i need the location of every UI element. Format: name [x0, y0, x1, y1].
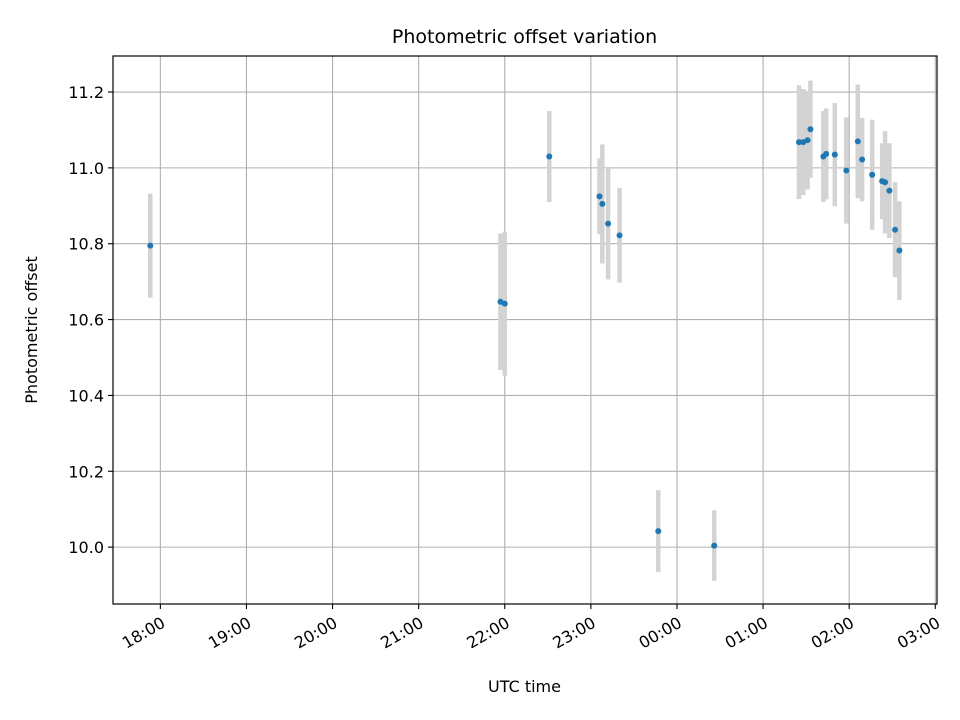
data-point: [795, 139, 802, 146]
data-point: [831, 151, 838, 158]
y-tick-label: 10.4: [68, 386, 104, 405]
data-point: [896, 247, 903, 254]
x-axis-label: UTC time: [488, 677, 561, 696]
data-point: [843, 167, 850, 174]
data-point: [869, 171, 876, 178]
data-point: [501, 300, 508, 307]
y-tick-label: 10.0: [68, 538, 104, 557]
plot-frame: [112, 55, 938, 605]
y-tick-label: 10.6: [68, 311, 104, 330]
data-point: [859, 156, 866, 163]
data-point: [711, 542, 718, 549]
y-tick-label: 10.8: [68, 235, 104, 254]
y-tick-label: 10.2: [68, 462, 104, 481]
y-axis-ticks: 10.0 10.2 10.4 10.6 10.8 11.0 11.2: [68, 83, 113, 557]
data-points: [147, 126, 903, 549]
data-point: [892, 226, 899, 233]
data-point: [605, 220, 612, 227]
data-point: [854, 138, 861, 145]
y-tick-label: 11.0: [68, 159, 104, 178]
data-point: [147, 242, 154, 249]
data-point: [886, 187, 893, 194]
data-point: [655, 528, 662, 535]
data-point: [807, 126, 814, 133]
data-point: [599, 200, 606, 207]
chart-title: Photometric offset variation: [392, 26, 657, 48]
y-tick-label: 11.2: [68, 83, 104, 102]
data-point: [823, 150, 830, 157]
grid: [113, 56, 937, 604]
data-point: [804, 137, 811, 144]
data-point: [882, 179, 889, 186]
data-point: [546, 153, 553, 160]
y-axis-label: Photometric offset: [22, 256, 41, 404]
data-point: [596, 193, 603, 200]
data-point: [616, 232, 623, 239]
